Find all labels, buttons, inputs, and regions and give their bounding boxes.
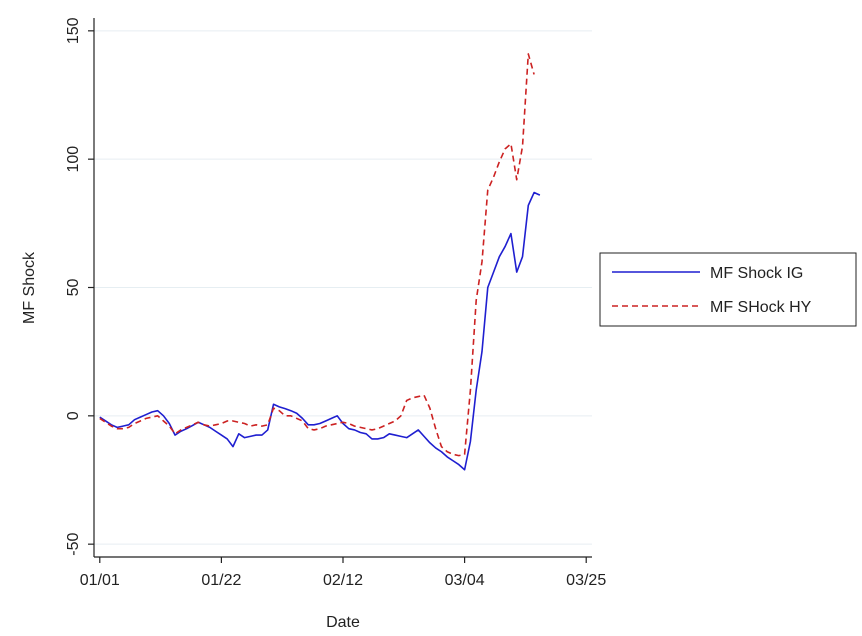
y-axis-title: MF Shock — [21, 251, 38, 324]
x-tick-label: 01/22 — [201, 572, 241, 589]
legend-label-ig: MF Shock IG — [710, 265, 803, 282]
y-tick-label: 100 — [65, 146, 82, 173]
series-line-hy — [99, 53, 535, 457]
x-tick-label: 01/01 — [80, 572, 120, 589]
y-tick-label: 0 — [65, 411, 82, 420]
gridlines — [94, 30, 592, 545]
legend: MF Shock IG MF SHock HY — [599, 252, 857, 327]
y-ticks: -50 0 50 100 150 — [65, 17, 94, 556]
x-axis-title: Date — [326, 614, 360, 631]
x-ticks: 01/01 01/22 02/12 03/04 03/25 — [80, 557, 606, 589]
y-tick-label: -50 — [65, 533, 82, 556]
legend-box — [599, 252, 857, 327]
x-tick-label: 03/04 — [445, 572, 485, 589]
legend-label-hy: MF SHock HY — [710, 299, 812, 316]
x-tick-label: 03/25 — [566, 572, 606, 589]
series-lines — [99, 53, 541, 471]
y-tick-label: 150 — [65, 17, 82, 44]
y-tick-label: 50 — [65, 279, 82, 297]
x-tick-label: 02/12 — [323, 572, 363, 589]
